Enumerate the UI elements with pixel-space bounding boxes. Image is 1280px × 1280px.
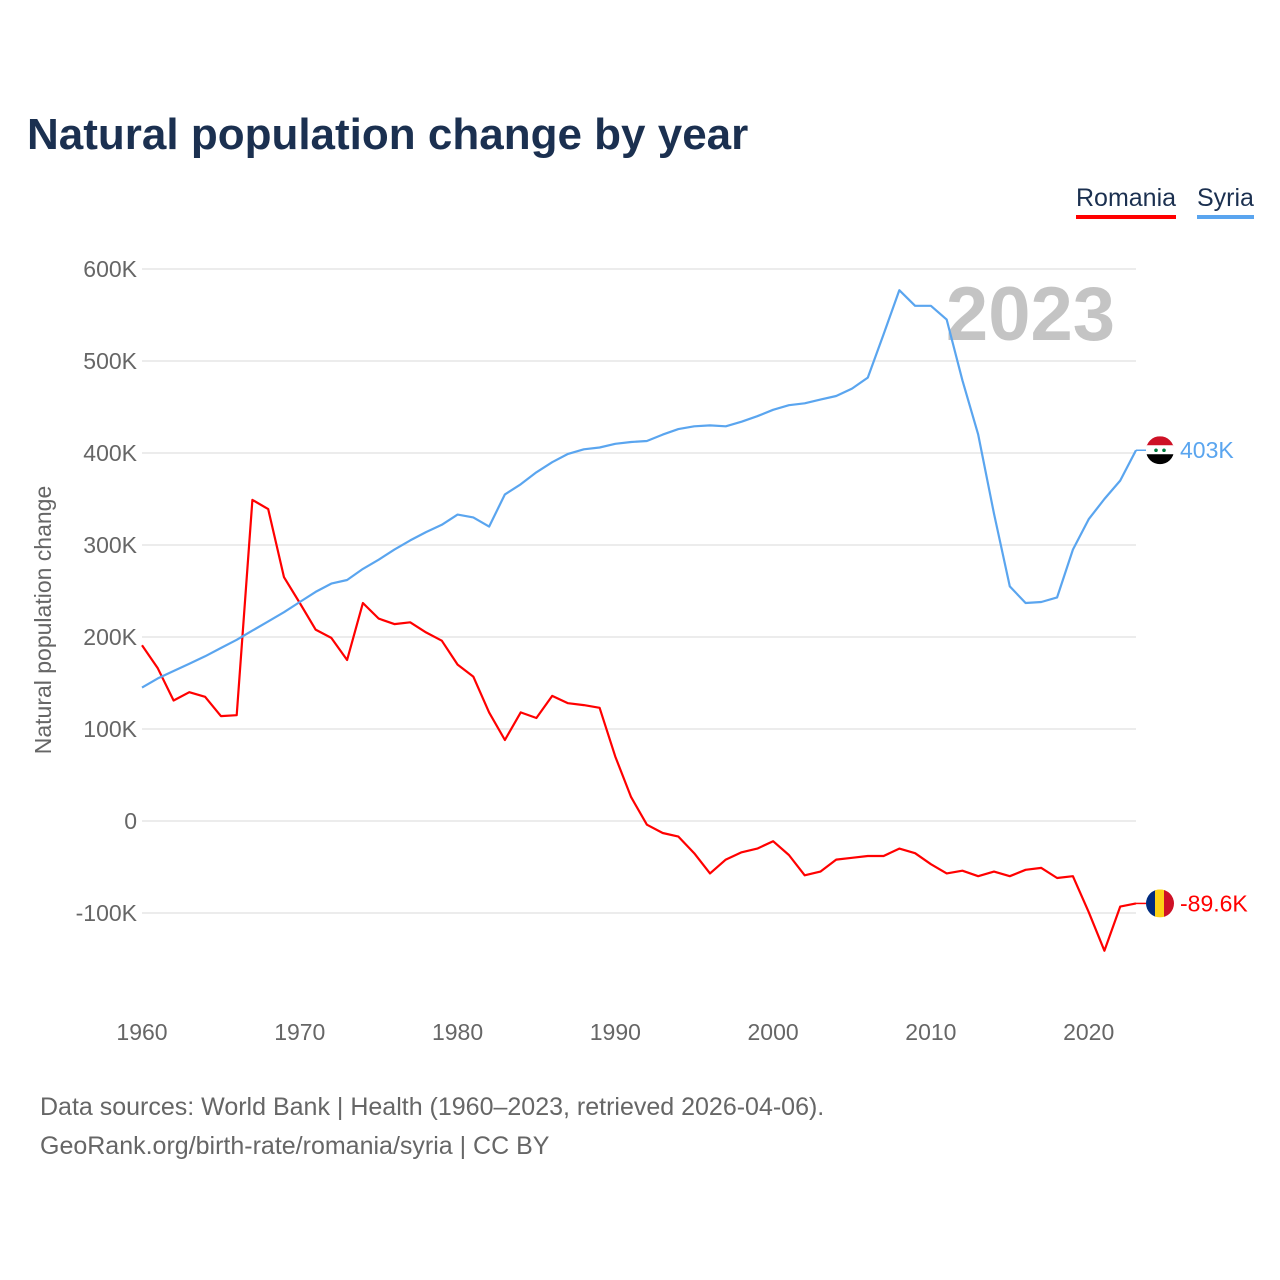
flag-stripe [1146,436,1174,447]
x-tick-label: 1990 [590,1019,641,1045]
romania-flag-icon [1146,889,1174,918]
flag-stripe [1146,889,1156,918]
flag-stripe [1146,445,1174,456]
flag-stripe [1155,889,1165,918]
source-link[interactable]: GeoRank.org/birth-rate/romania/syria | C… [40,1132,550,1160]
x-tick-label: 1980 [432,1019,483,1045]
flag-stripe [1146,454,1174,465]
y-tick-label: 400K [83,440,137,466]
flag-stripe [1164,889,1174,918]
x-tick-label: 1970 [274,1019,325,1045]
y-tick-label: 500K [83,348,137,374]
series-line-romania [141,498,1137,952]
x-tick-label: 2000 [748,1019,799,1045]
footer: Data sources: World Bank | Health (1960–… [40,1088,824,1166]
chart-title: Natural population change by year [27,110,749,159]
syria-flag-icon [1146,436,1174,465]
series-line-syria [141,289,1137,689]
x-tick-label: 2020 [1063,1019,1114,1045]
legend-romania[interactable]: Romania [1076,184,1177,219]
flag-star [1154,448,1158,453]
legend-syria[interactable]: Syria [1197,184,1254,219]
end-value-label: 403K [1180,437,1234,463]
y-axis-label: Natural population change [30,486,56,755]
y-tick-label: 300K [83,532,137,558]
y-tick-label: 0 [124,808,137,834]
x-tick-label: 2010 [905,1019,956,1045]
y-tick-label: 600K [83,256,137,282]
y-tick-label: 100K [83,716,137,742]
end-value-label: -89.6K [1180,890,1248,916]
y-tick-label: -100K [76,900,138,926]
flag-star [1162,448,1166,453]
y-tick-label: 200K [83,624,137,650]
data-source: Data sources: World Bank | Health (1960–… [40,1093,825,1121]
year-watermark: 2023 [946,272,1115,357]
x-tick-label: 1960 [116,1019,167,1045]
